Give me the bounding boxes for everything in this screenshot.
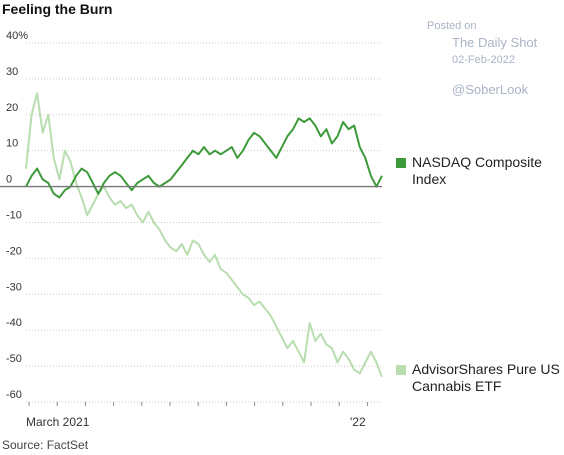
- y-tick-label: -30: [6, 281, 22, 293]
- y-tick-label: -40: [6, 317, 22, 329]
- y-tick-label: 20: [6, 102, 18, 114]
- watermark-date: 02-Feb-2022: [452, 54, 515, 66]
- y-tick-label: -10: [6, 210, 22, 222]
- watermark-site: The Daily Shot: [452, 35, 538, 50]
- legend-label-cannabis: AdvisorShares Pure US Cannabis ETF: [412, 361, 560, 394]
- series-line-cannabis: [25, 92, 383, 378]
- source-note: Source: FactSet: [2, 438, 89, 452]
- legend-item-cannabis: AdvisorShares Pure US Cannabis ETF: [396, 361, 562, 395]
- legend-label-nasdaq: NASDAQ Composite Index: [412, 154, 542, 187]
- y-tick-label: -60: [6, 389, 22, 401]
- y-tick-label: 0: [6, 174, 12, 186]
- legend-swatch-cannabis: [396, 365, 406, 375]
- y-tick-label: 10: [6, 138, 18, 150]
- y-tick-label: 40%: [6, 30, 28, 42]
- watermark-handle: @SoberLook: [452, 82, 529, 97]
- chart-title: Feeling the Burn: [2, 1, 113, 17]
- x-tick-label: '22: [350, 415, 366, 429]
- series-line-nasdaq: [25, 117, 383, 199]
- watermark-posted: Posted on: [427, 20, 477, 32]
- y-tick-label: 30: [6, 66, 18, 78]
- x-tick-label: March 2021: [26, 415, 90, 429]
- legend-item-nasdaq: NASDAQ Composite Index: [396, 154, 562, 188]
- legend-swatch-nasdaq: [396, 158, 406, 168]
- y-tick-label: -50: [6, 353, 22, 365]
- y-tick-label: -20: [6, 245, 22, 257]
